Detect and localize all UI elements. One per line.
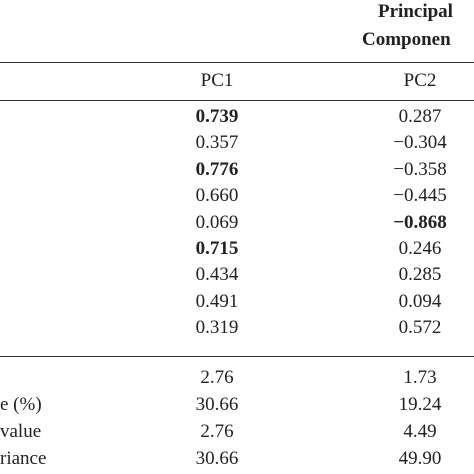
cell: 19.24 <box>398 394 442 415</box>
cell: 30.66 <box>195 394 239 415</box>
cell: 0.357 <box>195 132 239 154</box>
cell: 0.491 <box>195 290 239 312</box>
cell: 30.66 <box>195 448 239 469</box>
section-rule <box>0 356 474 357</box>
row-label: value <box>0 421 42 442</box>
cell: −0.868 <box>393 211 447 233</box>
cell: 0.739 <box>195 106 239 127</box>
cell: 0.246 <box>398 238 442 259</box>
cell: 0.572 <box>398 317 442 339</box>
row-label: riance <box>0 448 47 469</box>
group-title: Componen <box>362 29 451 50</box>
cell: −0.358 <box>393 158 447 180</box>
group-title: Principal <box>378 1 453 22</box>
cell: 2.76 <box>200 421 234 442</box>
cell: 0.319 <box>195 317 239 339</box>
cell: 49.90 <box>398 448 442 469</box>
cell: 4.49 <box>403 421 437 442</box>
column-header: PC2 <box>403 70 437 91</box>
cell: −0.445 <box>393 185 447 207</box>
cell: 0.287 <box>398 106 442 127</box>
cell: 0.776 <box>195 158 239 180</box>
cell: 2.76 <box>200 367 234 388</box>
header-rule <box>0 100 474 101</box>
column-header: PC1 <box>200 70 234 91</box>
cell: 0.660 <box>195 185 239 207</box>
cell: 0.434 <box>195 264 239 286</box>
cell: 0.285 <box>398 264 442 286</box>
cell: 0.069 <box>195 211 239 233</box>
header-rule <box>0 62 474 63</box>
cell: 0.094 <box>398 290 442 312</box>
row-label: e (%) <box>0 394 42 415</box>
cell: 0.715 <box>195 238 239 259</box>
cell: −0.304 <box>393 132 447 154</box>
cell: 1.73 <box>403 367 437 388</box>
